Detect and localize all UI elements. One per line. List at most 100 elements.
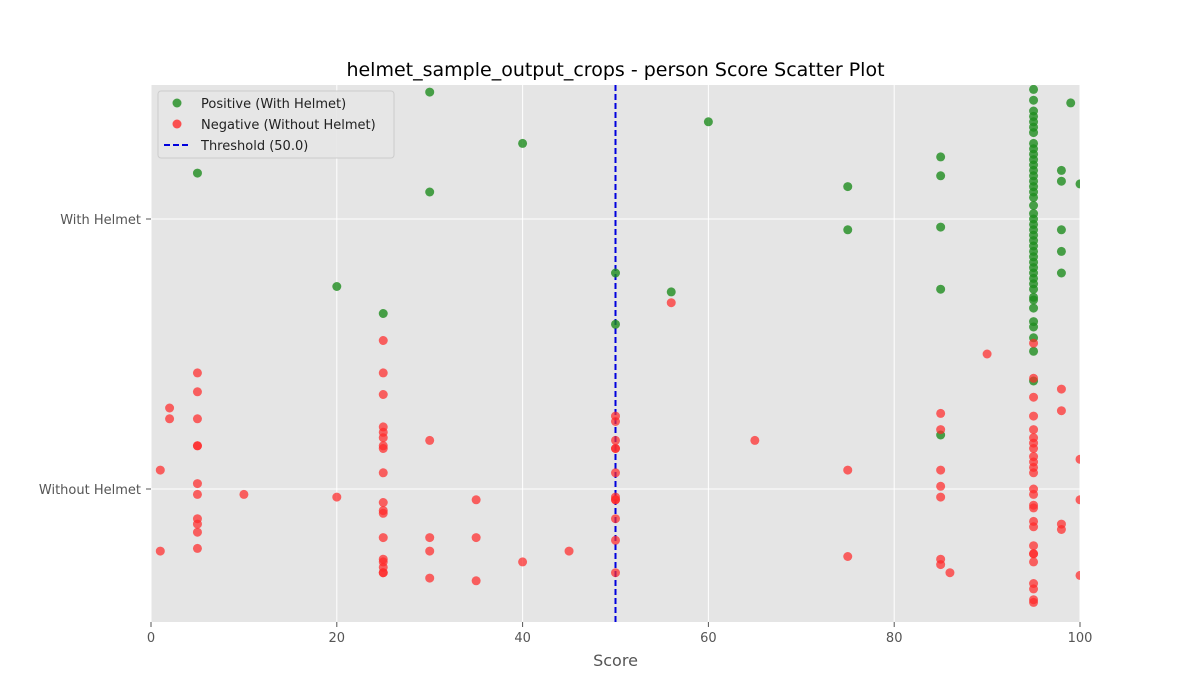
positive-point [1056,225,1066,235]
negative-point [425,533,435,543]
positive-point [1029,284,1039,294]
negative-point [518,557,528,567]
negative-point [611,514,620,524]
positive-point [1029,303,1039,313]
legend-negative-marker [172,119,182,129]
negative-point [1029,584,1039,594]
negative-point [192,519,202,529]
plot-area [151,85,1080,622]
positive-point [843,225,853,235]
negative-point [1029,425,1039,435]
negative-point [378,508,388,518]
negative-point [165,414,175,424]
negative-point [332,492,342,502]
negative-point [1029,541,1039,551]
negative-point [611,444,620,453]
negative-point [471,576,481,586]
x-tick-label: 20 [329,631,346,646]
negative-point [1029,549,1039,559]
negative-point [378,368,388,378]
negative-point [936,492,946,502]
negative-point [1056,525,1066,534]
negative-point [1029,373,1039,383]
negative-point [1029,444,1039,453]
negative-point [378,568,388,578]
negative-point [192,441,202,451]
positive-point [611,319,620,329]
positive-point [425,187,435,197]
negative-point [843,552,853,561]
negative-point [1029,503,1039,513]
y-tick-label: Without Helmet [39,483,141,498]
positive-point [1056,176,1066,186]
negative-point [192,387,202,397]
negative-point [239,489,249,499]
legend-box [157,90,395,159]
negative-point [192,368,202,378]
negative-point [982,349,992,359]
negative-point [611,568,620,578]
positive-point [1029,201,1039,210]
negative-point [192,479,202,489]
positive-point [1029,85,1039,94]
negative-point [378,433,388,443]
axes: 0 20 40 60 80 100 Without Helmet With Helmet [39,213,1093,646]
legend-threshold-label: Threshold (50.0) [200,139,308,154]
negative-point [378,498,388,507]
negative-point [471,495,481,505]
legend-positive-label: Positive (With Helmet) [201,97,346,112]
positive-point [1056,165,1066,175]
positive-point [1056,246,1066,256]
positive-point [332,282,342,291]
x-tick-label: 0 [147,631,155,646]
negative-point [165,403,175,413]
positive-point [1075,179,1080,189]
positive-point [192,168,202,178]
x-tick-label: 100 [1068,631,1093,646]
negative-point [936,560,946,570]
negative-point [936,425,946,435]
negative-point [564,546,574,556]
legend-positive-marker [172,98,182,108]
negative-point [1029,392,1039,402]
positive-point [611,268,620,278]
positive-point [936,152,946,162]
grid-lines [150,85,1081,622]
negative-point [843,465,853,475]
negative-point [1075,570,1080,580]
negative-point [1029,557,1039,567]
negative-point [155,465,165,475]
positive-point [1029,192,1039,202]
positive-point [518,138,528,148]
negative-point [750,435,760,445]
positive-point [1029,295,1039,305]
negative-point [611,435,620,445]
x-tick-label: 60 [700,631,717,646]
x-tick-label: 80 [886,631,903,646]
negative-point [378,533,388,543]
positive-point [666,287,676,297]
negative-point [192,414,202,424]
negative-point [611,535,620,545]
negative-point [1029,522,1039,532]
positive-point [936,171,946,181]
negative-point [666,298,676,308]
positive-point [1029,95,1039,105]
negative-point [936,465,946,475]
chart-title: helmet_sample_output_crops - person Scor… [346,59,884,81]
data-points [155,85,1080,607]
x-tick-label: 40 [514,631,531,646]
negative-point [611,468,620,478]
negative-point [936,408,946,418]
positive-point [1029,128,1039,138]
positive-point [936,284,946,294]
negative-point [1029,489,1039,499]
positive-point [843,182,853,192]
negative-point [1029,338,1039,348]
positive-point [1066,98,1076,108]
negative-point [192,489,202,499]
negative-point [425,546,435,556]
negative-point [936,481,946,491]
negative-point [378,468,388,478]
